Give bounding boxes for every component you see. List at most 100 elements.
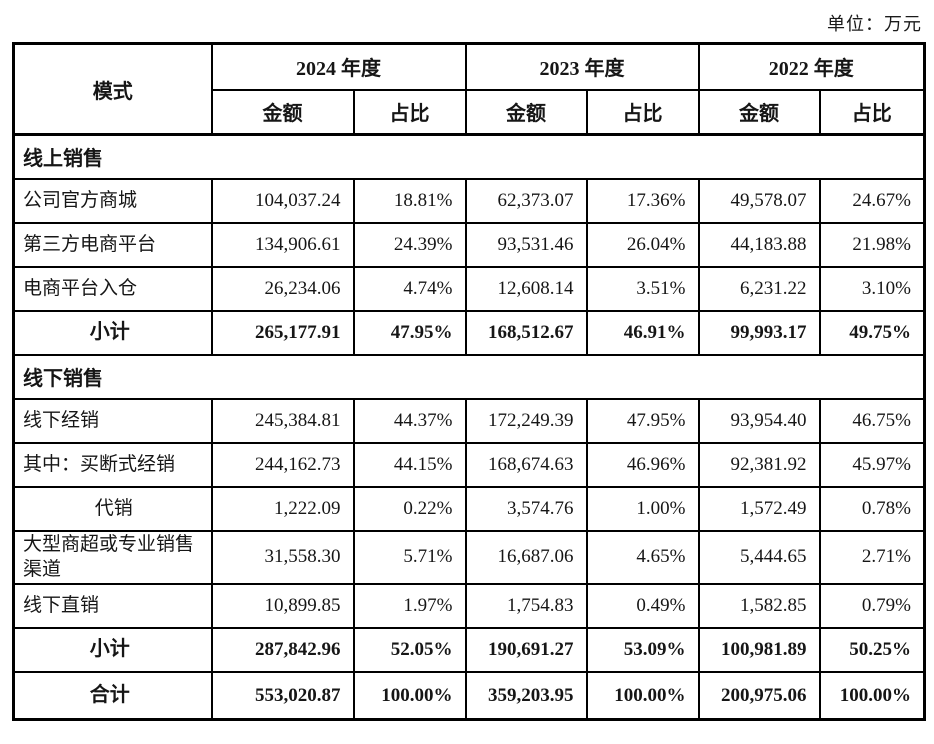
ratio-2023: 4.65%	[585, 529, 700, 585]
amount-2022: 49,578.07	[697, 177, 821, 224]
ratio-2022: 46.75%	[818, 397, 926, 444]
amount-2024: 26,234.06	[210, 265, 355, 312]
amount-2022: 1,582.85	[697, 582, 821, 629]
column-header-amount-2024: 金额	[210, 88, 355, 136]
table-row-supermarket-channel: 大型商超或专业销售渠道 31,558.30 5.71% 16,687.06 4.…	[12, 529, 926, 585]
ratio-2023: 46.96%	[585, 441, 700, 488]
ratio-2022: 0.79%	[818, 582, 926, 629]
amount-2024: 287,842.96	[210, 626, 355, 673]
column-header-ratio-2023: 占比	[585, 88, 700, 136]
ratio-2024: 18.81%	[352, 177, 467, 224]
ratio-2024: 52.05%	[352, 626, 467, 673]
amount-2022: 99,993.17	[697, 309, 821, 356]
amount-2022: 200,975.06	[697, 670, 821, 721]
amount-2023: 168,674.63	[464, 441, 588, 488]
ratio-2023: 47.95%	[585, 397, 700, 444]
column-header-year-2022: 2022 年度	[697, 42, 926, 91]
ratio-2024: 24.39%	[352, 221, 467, 268]
amount-2022: 5,444.65	[697, 529, 821, 585]
ratio-2023: 3.51%	[585, 265, 700, 312]
column-header-mode: 模式	[12, 42, 213, 136]
row-label: 线下直销	[12, 582, 213, 629]
column-header-year-2024: 2024 年度	[210, 42, 467, 91]
section-label: 线下销售	[12, 353, 926, 400]
ratio-2024: 0.22%	[352, 485, 467, 532]
amount-2024: 10,899.85	[210, 582, 355, 629]
ratio-2024: 100.00%	[352, 670, 467, 721]
ratio-2024: 44.15%	[352, 441, 467, 488]
ratio-2024: 5.71%	[352, 529, 467, 585]
column-header-amount-2023: 金额	[464, 88, 588, 136]
ratio-2022: 3.10%	[818, 265, 926, 312]
row-label: 第三方电商平台	[12, 221, 213, 268]
amount-2024: 1,222.09	[210, 485, 355, 532]
ratio-2024: 44.37%	[352, 397, 467, 444]
sales-mode-table: 模式 2024 年度 2023 年度 2022 年度 金额 占比 金额 占比 金…	[12, 42, 926, 722]
amount-2023: 190,691.27	[464, 626, 588, 673]
row-label: 代销	[12, 485, 213, 532]
table-row-offline-distribution: 线下经销 245,384.81 44.37% 172,249.39 47.95%…	[12, 397, 926, 444]
amount-2022: 100,981.89	[697, 626, 821, 673]
amount-2023: 1,754.83	[464, 582, 588, 629]
amount-2024: 245,384.81	[210, 397, 355, 444]
amount-2023: 359,203.95	[464, 670, 588, 721]
amount-2024: 265,177.91	[210, 309, 355, 356]
grand-total-row: 合计 553,020.87 100.00% 359,203.95 100.00%…	[12, 670, 926, 721]
row-label: 大型商超或专业销售渠道	[12, 529, 213, 585]
amount-2022: 6,231.22	[697, 265, 821, 312]
subtotal-row-offline: 小计 287,842.96 52.05% 190,691.27 53.09% 1…	[12, 626, 926, 673]
section-label: 线上销售	[12, 133, 926, 180]
table-header: 模式 2024 年度 2023 年度 2022 年度 金额 占比 金额 占比 金…	[12, 42, 926, 136]
ratio-2022: 0.78%	[818, 485, 926, 532]
ratio-2022: 50.25%	[818, 626, 926, 673]
ratio-2023: 17.36%	[585, 177, 700, 224]
amount-2023: 3,574.76	[464, 485, 588, 532]
ratio-2023: 26.04%	[585, 221, 700, 268]
ratio-2023: 100.00%	[585, 670, 700, 721]
ratio-2022: 2.71%	[818, 529, 926, 585]
ratio-2022: 49.75%	[818, 309, 926, 356]
amount-2023: 16,687.06	[464, 529, 588, 585]
ratio-2024: 47.95%	[352, 309, 467, 356]
amount-2024: 134,906.61	[210, 221, 355, 268]
amount-2024: 553,020.87	[210, 670, 355, 721]
section-row-offline-sales: 线下销售	[12, 353, 926, 400]
amount-2024: 244,162.73	[210, 441, 355, 488]
column-header-ratio-2022: 占比	[818, 88, 926, 136]
ratio-2022: 45.97%	[818, 441, 926, 488]
subtotal-row-online: 小计 265,177.91 47.95% 168,512.67 46.91% 9…	[12, 309, 926, 356]
row-label: 线下经销	[12, 397, 213, 444]
column-header-year-2023: 2023 年度	[464, 42, 700, 91]
ratio-2024: 4.74%	[352, 265, 467, 312]
section-row-online-sales: 线上销售	[12, 133, 926, 180]
row-label: 公司官方商城	[12, 177, 213, 224]
table-body: 线上销售 公司官方商城 104,037.24 18.81% 62,373.07 …	[12, 133, 926, 721]
column-header-amount-2022: 金额	[697, 88, 821, 136]
ratio-2022: 24.67%	[818, 177, 926, 224]
amount-2022: 92,381.92	[697, 441, 821, 488]
ratio-2022: 100.00%	[818, 670, 926, 721]
table-row-offline-direct-sales: 线下直销 10,899.85 1.97% 1,754.83 0.49% 1,58…	[12, 582, 926, 629]
amount-2023: 12,608.14	[464, 265, 588, 312]
row-label: 小计	[12, 626, 213, 673]
ratio-2023: 53.09%	[585, 626, 700, 673]
table-row-platform-warehouse: 电商平台入仓 26,234.06 4.74% 12,608.14 3.51% 6…	[12, 265, 926, 312]
row-label: 小计	[12, 309, 213, 356]
row-label: 其中：买断式经销	[12, 441, 213, 488]
ratio-2022: 21.98%	[818, 221, 926, 268]
header-row-subcolumns: 金额 占比 金额 占比 金额 占比	[14, 88, 926, 136]
amount-2023: 172,249.39	[464, 397, 588, 444]
amount-2024: 31,558.30	[210, 529, 355, 585]
ratio-2023: 0.49%	[585, 582, 700, 629]
ratio-2024: 1.97%	[352, 582, 467, 629]
amount-2023: 62,373.07	[464, 177, 588, 224]
table-row-buyout-distribution: 其中：买断式经销 244,162.73 44.15% 168,674.63 46…	[12, 441, 926, 488]
row-label: 合计	[12, 670, 213, 721]
header-row-years: 模式 2024 年度 2023 年度 2022 年度	[12, 42, 926, 136]
unit-label: 单位：万元	[827, 14, 922, 34]
amount-2022: 44,183.88	[697, 221, 821, 268]
ratio-2023: 1.00%	[585, 485, 700, 532]
table-row-official-mall: 公司官方商城 104,037.24 18.81% 62,373.07 17.36…	[12, 177, 926, 224]
column-header-ratio-2024: 占比	[352, 88, 467, 136]
table-row-third-party-platform: 第三方电商平台 134,906.61 24.39% 93,531.46 26.0…	[12, 221, 926, 268]
